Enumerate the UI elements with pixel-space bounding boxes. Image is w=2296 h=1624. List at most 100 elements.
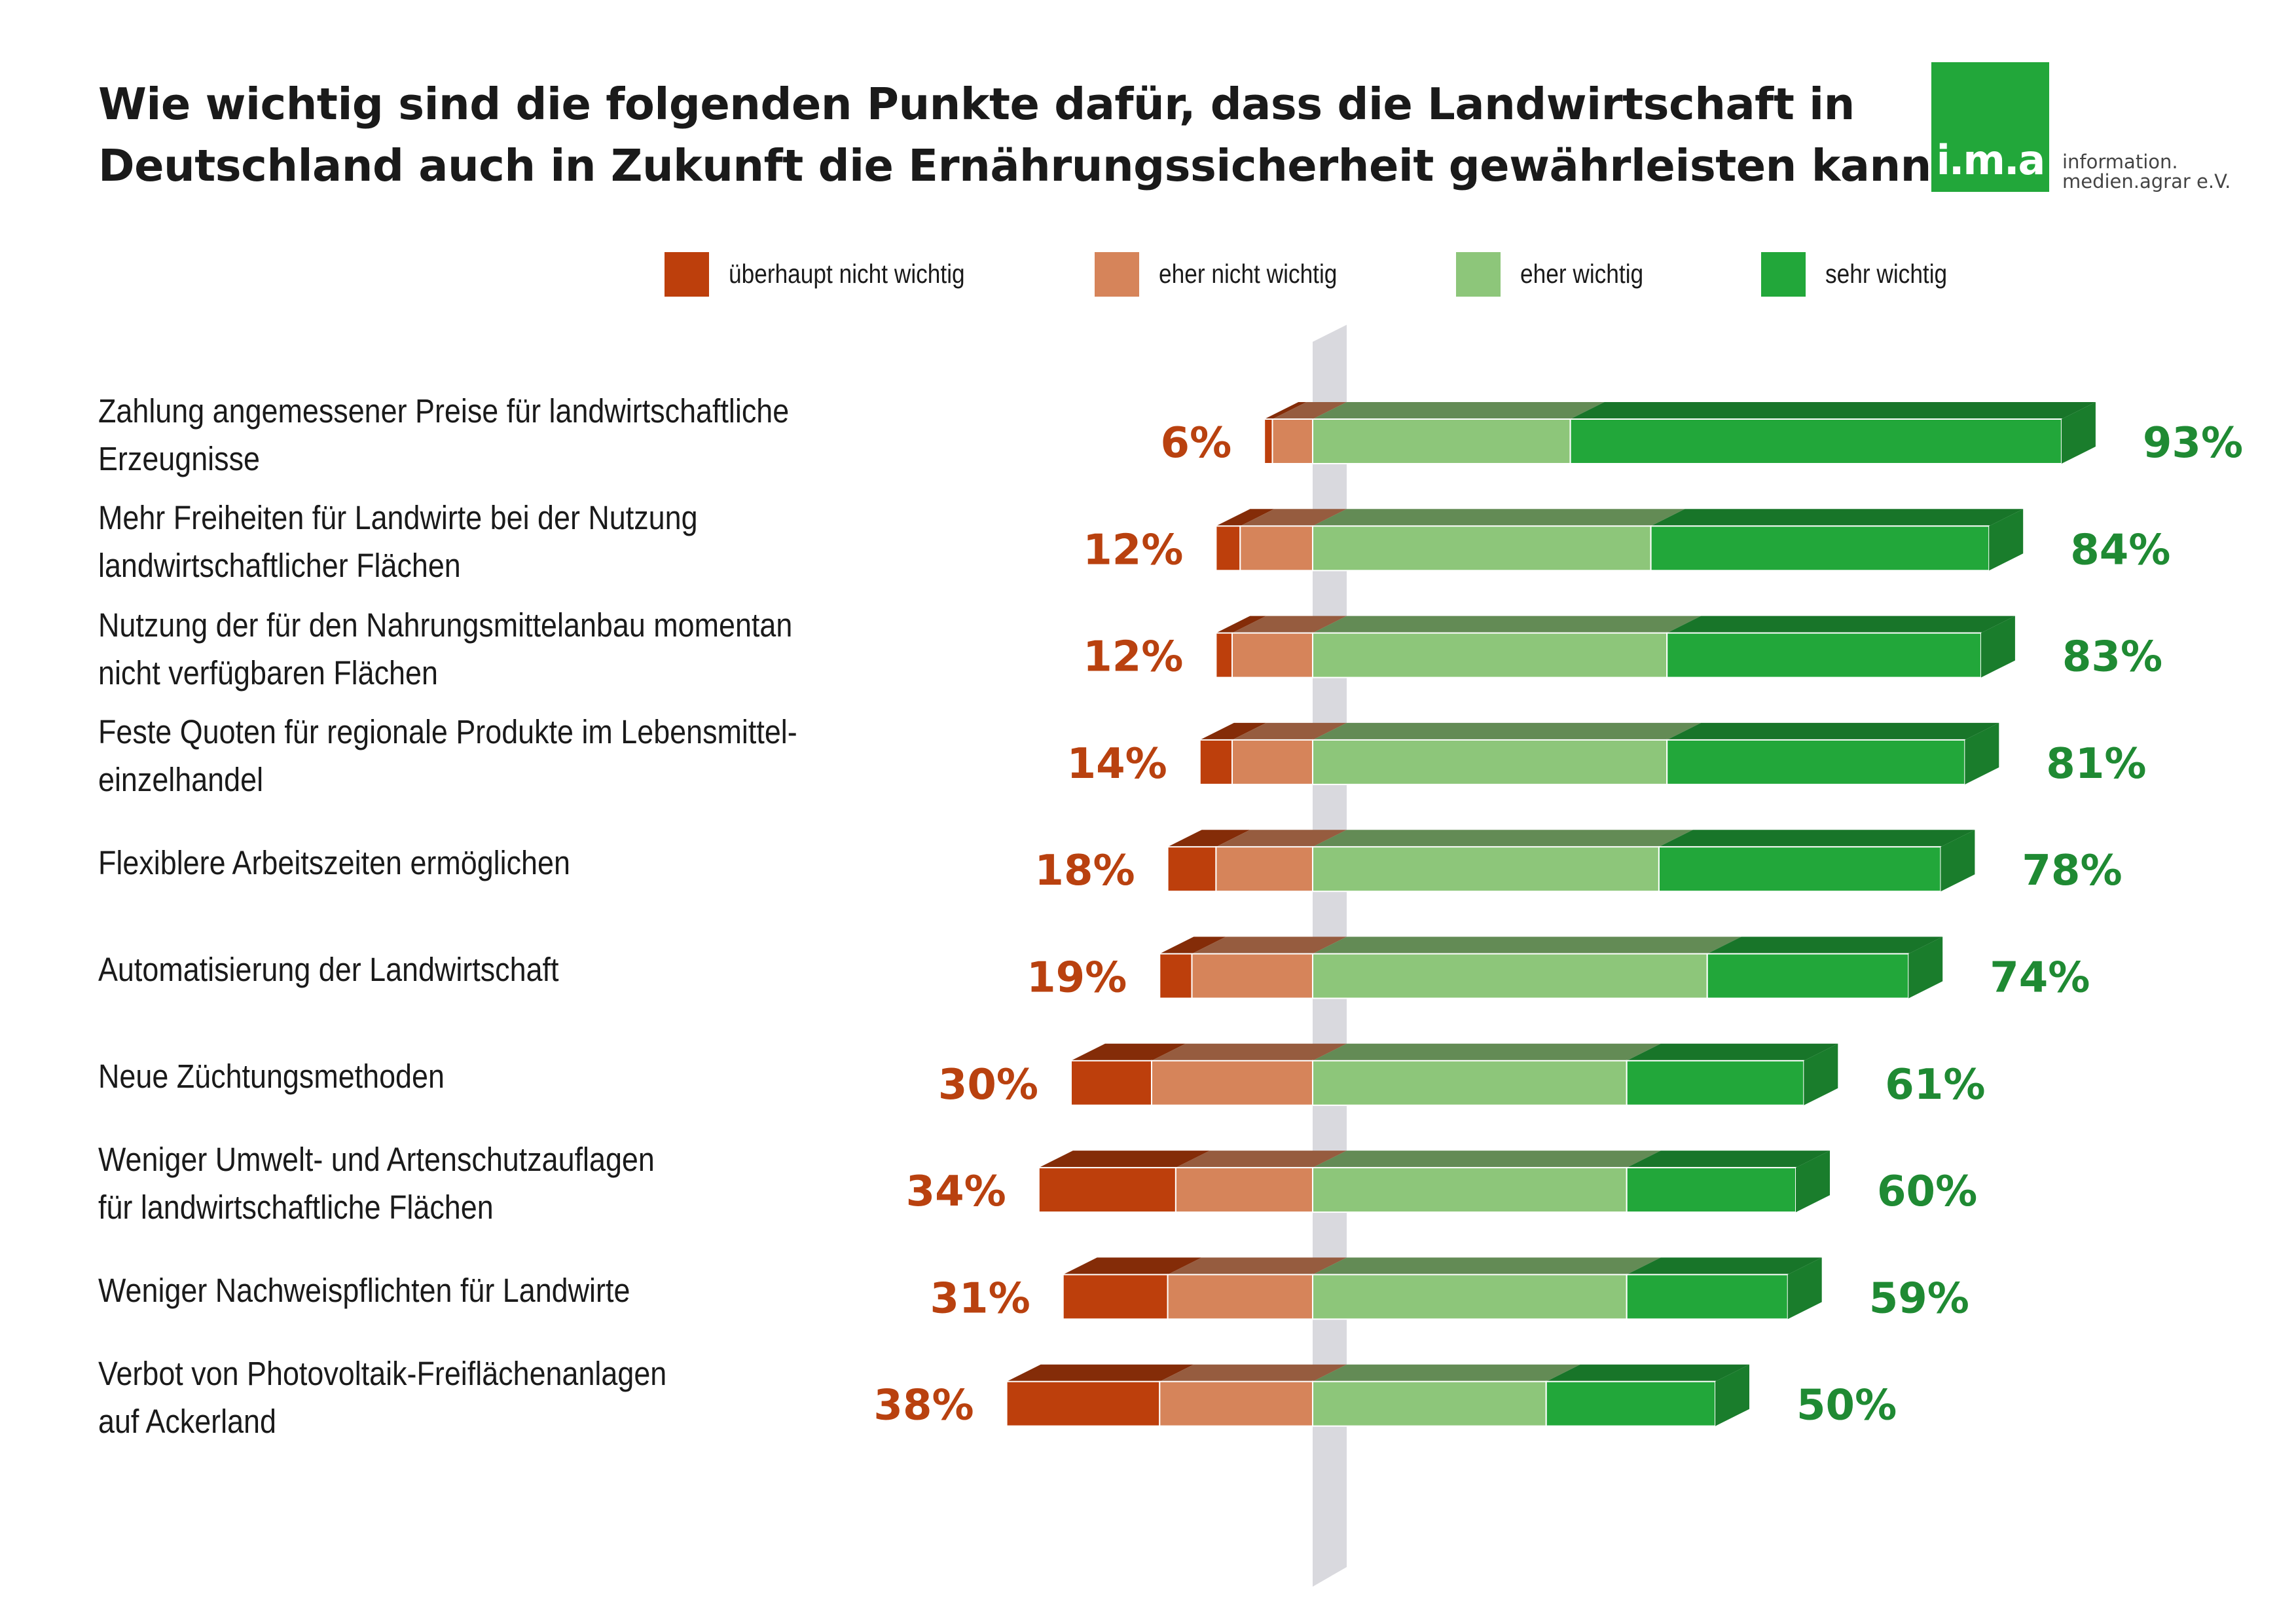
bar-top-eher-wichtig — [1313, 402, 1605, 419]
bar-top-eher-wichtig — [1313, 509, 1685, 526]
positive-total-label: 61% — [1885, 1061, 1985, 1109]
legend-swatch — [1095, 252, 1139, 297]
bar-segment-ueberhaupt-nicht-wichtig — [1215, 632, 1233, 678]
bar-top-eher-wichtig — [1313, 722, 1702, 740]
bar-segment-eher-wichtig — [1312, 739, 1668, 785]
ima-logo-line-2: medien.agrar e.V. — [2062, 170, 2231, 193]
bar-segment-ueberhaupt-nicht-wichtig — [1070, 1060, 1152, 1106]
bar-top-ueberhaupt-nicht-wichtig — [1167, 830, 1250, 847]
bar-top-sehr-wichtig — [1667, 722, 1999, 740]
category-label-line: für landwirtschaftliche Flächen — [98, 1189, 494, 1227]
bar-top-sehr-wichtig — [1570, 402, 2096, 419]
bar-top-sehr-wichtig — [1626, 1151, 1830, 1168]
bar-top-ueberhaupt-nicht-wichtig — [1216, 616, 1266, 633]
bar-segment-sehr-wichtig — [1666, 632, 1982, 678]
bar-top-ueberhaupt-nicht-wichtig — [1063, 1257, 1202, 1275]
ima-logo-line-1: information. — [2062, 151, 2178, 173]
bar-segment-eher-wichtig — [1312, 1274, 1628, 1320]
chart-title-line-2: Deutschland auch in Zukunft die Ernährun… — [98, 140, 1957, 191]
bar-segment-eher-nicht-wichtig — [1215, 846, 1314, 893]
category-label-line: Weniger Umwelt- und Artenschutzauflagen — [98, 1141, 655, 1179]
bar-top-sehr-wichtig — [1658, 830, 1975, 847]
bar-segment-eher-wichtig — [1312, 846, 1660, 893]
bar-top-sehr-wichtig — [1546, 1364, 1749, 1382]
category-label-line: Weniger Nachweispflichten für Landwirte — [98, 1271, 630, 1309]
bar-top-eher-wichtig — [1313, 1364, 1580, 1382]
bar-top-eher-nicht-wichtig — [1175, 1151, 1347, 1168]
bar-segment-ueberhaupt-nicht-wichtig — [1159, 953, 1193, 999]
bar-segment-eher-nicht-wichtig — [1151, 1060, 1313, 1106]
positive-total-label: 93% — [2143, 419, 2243, 468]
bar-top-sehr-wichtig — [1707, 936, 1943, 954]
bar-segment-sehr-wichtig — [1658, 846, 1942, 893]
bar-top-ueberhaupt-nicht-wichtig — [1006, 1364, 1194, 1382]
bar-top-eher-wichtig — [1313, 1257, 1661, 1275]
category-label-line: nicht verfügbaren Flächen — [98, 654, 438, 692]
bar-top-eher-nicht-wichtig — [1240, 509, 1347, 526]
bar-top-sehr-wichtig — [1650, 509, 2024, 526]
bar-segment-eher-wichtig — [1312, 1167, 1628, 1213]
legend-label: sehr wichtig — [1825, 259, 1948, 289]
legend-label: eher wichtig — [1520, 259, 1644, 289]
bar-segment-sehr-wichtig — [1569, 418, 2062, 464]
bar-segment-ueberhaupt-nicht-wichtig — [1038, 1167, 1176, 1213]
chart-title-line-1: Wie wichtig sind die folgenden Punkte da… — [98, 79, 1855, 130]
positive-total-label: 81% — [2046, 740, 2146, 788]
bar-top-eher-wichtig — [1313, 936, 1741, 954]
category-label-line: Erzeugnisse — [98, 440, 260, 477]
bar-segment-eher-wichtig — [1312, 418, 1571, 464]
category-label-line: landwirtschaftlicher Flächen — [98, 547, 461, 585]
negative-total-label: 6% — [1161, 419, 1232, 468]
category-label-line: Feste Quoten für regionale Produkte im L… — [98, 712, 797, 750]
bar-segment-eher-wichtig — [1312, 525, 1652, 572]
negative-total-label: 38% — [873, 1382, 974, 1430]
bar-end-face — [1980, 616, 2015, 678]
category-label-line: Automatisierung der Landwirtschaft — [98, 951, 559, 988]
category-label: Mehr Freiheiten für Landwirte bei der Nu… — [98, 494, 949, 589]
bar-segment-eher-nicht-wichtig — [1231, 632, 1313, 678]
bar-top-sehr-wichtig — [1626, 1257, 1822, 1275]
bar-top-sehr-wichtig — [1667, 616, 2015, 633]
bar-top-eher-wichtig — [1313, 616, 1702, 633]
bar-top-eher-nicht-wichtig — [1272, 402, 1347, 419]
category-label: Flexiblere Arbeitszeiten ermöglichen — [98, 839, 949, 887]
bar-segment-eher-nicht-wichtig — [1231, 739, 1313, 785]
bar-segment-sehr-wichtig — [1706, 953, 1910, 999]
bar-segment-eher-wichtig — [1312, 953, 1708, 999]
bar-top-eher-nicht-wichtig — [1152, 1043, 1347, 1061]
bar-end-face — [1787, 1257, 1822, 1320]
bar-segment-ueberhaupt-nicht-wichtig — [1167, 846, 1217, 893]
chart-title: Wie wichtig sind die folgenden Punkte da… — [98, 73, 1957, 196]
legend-label: eher nicht wichtig — [1159, 259, 1338, 289]
bar-top-ueberhaupt-nicht-wichtig — [1216, 509, 1275, 526]
positive-total-label: 78% — [2022, 847, 2122, 895]
bar-top-eher-nicht-wichtig — [1232, 616, 1347, 633]
bar-segment-eher-wichtig — [1312, 632, 1668, 678]
positive-total-label: 74% — [1990, 954, 2090, 1003]
bar-segment-sehr-wichtig — [1650, 525, 1990, 572]
negative-total-label: 31% — [930, 1274, 1030, 1323]
bar-top-ueberhaupt-nicht-wichtig — [1199, 722, 1266, 740]
legend-label: überhaupt nicht wichtig — [729, 259, 965, 289]
bar-segment-eher-nicht-wichtig — [1239, 525, 1314, 572]
negative-total-label: 19% — [1027, 954, 1127, 1003]
category-label-line: Nutzung der für den Nahrungsmittelanbau … — [98, 606, 793, 644]
bar-segment-ueberhaupt-nicht-wichtig — [1006, 1380, 1161, 1427]
category-label: Neue Züchtungsmethoden — [98, 1052, 949, 1100]
bar-end-face — [1941, 830, 1975, 892]
category-label-line: auf Ackerland — [98, 1402, 276, 1440]
negative-total-label: 34% — [906, 1168, 1006, 1216]
bar-top-ueberhaupt-nicht-wichtig — [1159, 936, 1226, 954]
positive-total-label: 50% — [1796, 1382, 1897, 1430]
category-label-line: Neue Züchtungsmethoden — [98, 1058, 445, 1096]
negative-total-label: 14% — [1067, 740, 1167, 788]
bar-end-face — [1715, 1364, 1749, 1426]
positive-total-label: 84% — [2070, 526, 2170, 574]
bar-segment-eher-wichtig — [1312, 1060, 1628, 1106]
bar-top-ueberhaupt-nicht-wichtig — [1071, 1043, 1186, 1061]
bar-segment-eher-nicht-wichtig — [1191, 953, 1313, 999]
bar-end-face — [2061, 402, 2096, 464]
bar-top-sehr-wichtig — [1626, 1043, 1838, 1061]
negative-total-label: 12% — [1083, 633, 1183, 682]
